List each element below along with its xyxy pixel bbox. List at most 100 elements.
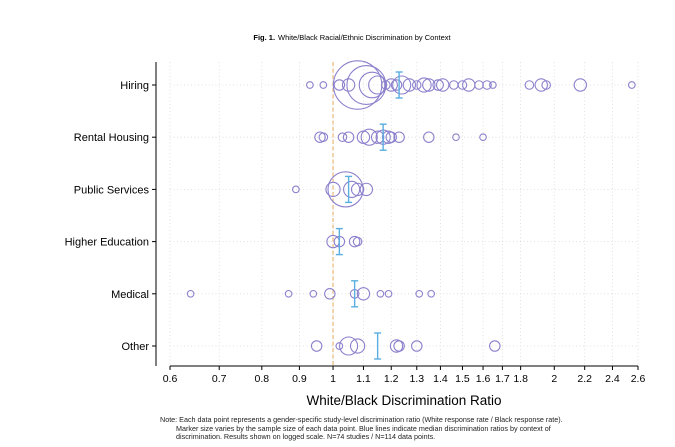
x-tick-label: 1.5 [455,373,470,385]
data-point-hiring [390,79,403,91]
x-tick-label: 0.8 [255,373,270,385]
data-point-hiring [346,65,387,106]
data-point-medical [415,289,424,298]
data-point-medical [427,289,436,298]
x-tick-label: 1.4 [433,373,448,385]
y-tick-label-medical: Medical [111,289,149,301]
data-point-hiring [319,81,328,89]
data-point-rental-housing [314,131,326,143]
x-tick-label: 2 [551,373,557,385]
median-markers-layer [335,71,403,360]
data-point-hiring [627,81,636,89]
data-point-rental-housing [479,133,487,142]
figure-note: Note: Each data point represents a gende… [160,415,672,442]
data-point-medical [324,288,336,300]
chart-title: Fig. 1. White/Black Racial/Ethnic Discrim… [253,33,451,42]
note-line-2: Marker size varies by the sample size of… [176,423,551,433]
data-point-medical [384,289,393,298]
data-point-hiring [524,80,535,90]
data-point-hiring [541,80,551,90]
data-point-public-services [325,181,341,198]
x-tick-label: 1.7 [495,373,510,385]
data-point-hiring [368,75,388,95]
median-marker-other [374,332,382,360]
median-marker-public-services [345,175,353,204]
data-point-rental-housing [356,130,371,144]
x-tick-label: 2.6 [631,373,646,385]
data-point-other [339,336,359,356]
x-tick-label: 1.8 [513,373,528,385]
y-tick-label-public-services: Public Services [74,184,150,196]
data-point-medical [356,287,371,301]
x-tick-label: 1.1 [356,373,371,385]
data-point-hiring [381,80,391,90]
data-point-hiring [482,80,492,90]
grid-layer [169,62,639,366]
x-tick-label: 1.2 [384,373,399,385]
data-point-other [335,342,344,350]
data-point-rental-housing [423,131,435,143]
data-point-hiring [534,78,548,92]
x-tick-label: 0.6 [163,373,178,385]
data-point-hiring [392,75,412,95]
data-point-medical [284,289,293,298]
data-point-hiring [422,78,436,92]
data-point-rental-housing [393,131,405,143]
data-point-hiring [416,77,432,93]
note-line-1: Note: Each data point represents a gende… [160,415,563,424]
x-tick-label: 1.6 [476,373,491,385]
figure-title-text: White/Black Racial/Ethnic Discrimination… [278,33,451,42]
data-point-medical [186,289,195,298]
x-tick-label: 1 [330,373,336,385]
data-point-rental-housing [360,128,378,146]
data-point-medical [376,289,385,298]
data-point-rental-housing [337,132,348,142]
data-point-hiring [402,78,417,92]
data-point-hiring [489,81,497,89]
note-line-3: discrimination. Results shown on logged … [176,432,436,442]
y-tick-label-hiring: Hiring [120,80,149,92]
data-point-hiring [306,81,314,89]
data-point-higher-education [352,236,363,247]
median-marker-higher-education [335,227,343,256]
y-tick-label-higher-education: Higher Education [65,237,149,249]
x-tick-label: 2.4 [605,373,620,385]
data-points-layer [186,60,636,356]
median-marker-rental-housing [379,123,387,151]
x-tick-label: 2.2 [577,373,592,385]
x-tick-label: 0.9 [292,373,307,385]
x-axis-title: White/Black Discrimination Ratio [306,393,501,408]
data-point-hiring [341,78,356,92]
data-point-rental-housing [452,133,460,142]
data-point-rental-housing [342,131,355,143]
data-point-other [393,340,405,352]
x-tick-label: 0.7 [212,373,227,385]
data-point-other [310,340,323,352]
y-tick-label-other: Other [121,341,149,353]
data-point-medical [309,289,318,298]
median-marker-hiring [395,71,403,99]
data-point-hiring [457,80,468,90]
data-point-rental-housing [381,130,396,144]
data-point-rental-housing [385,131,397,143]
data-point-hiring [432,79,444,91]
data-point-public-services [327,171,364,208]
figure-number: Fig. 1. [253,33,275,42]
x-tick-label: 1.3 [409,373,424,385]
data-point-other [389,339,404,353]
data-point-hiring [384,78,398,92]
data-point-hiring [573,78,588,92]
data-point-public-services [359,182,374,197]
data-point-higher-education [348,235,361,248]
data-point-hiring [333,79,346,91]
median-marker-medical [351,280,359,308]
y-tick-label-rental-housing: Rental Housing [74,132,149,144]
data-point-hiring [411,80,422,90]
axis-layer: 0.6 0.7 0.8 0.9 1 1.1 1.2 1.3 1.4 1.5 1.6 1.7 1.8 2 2.… [65,62,646,385]
data-point-hiring [435,78,450,92]
data-point-other [411,340,423,352]
data-point-other [489,340,501,352]
data-point-other [349,338,366,354]
data-point-rental-housing [318,132,329,142]
